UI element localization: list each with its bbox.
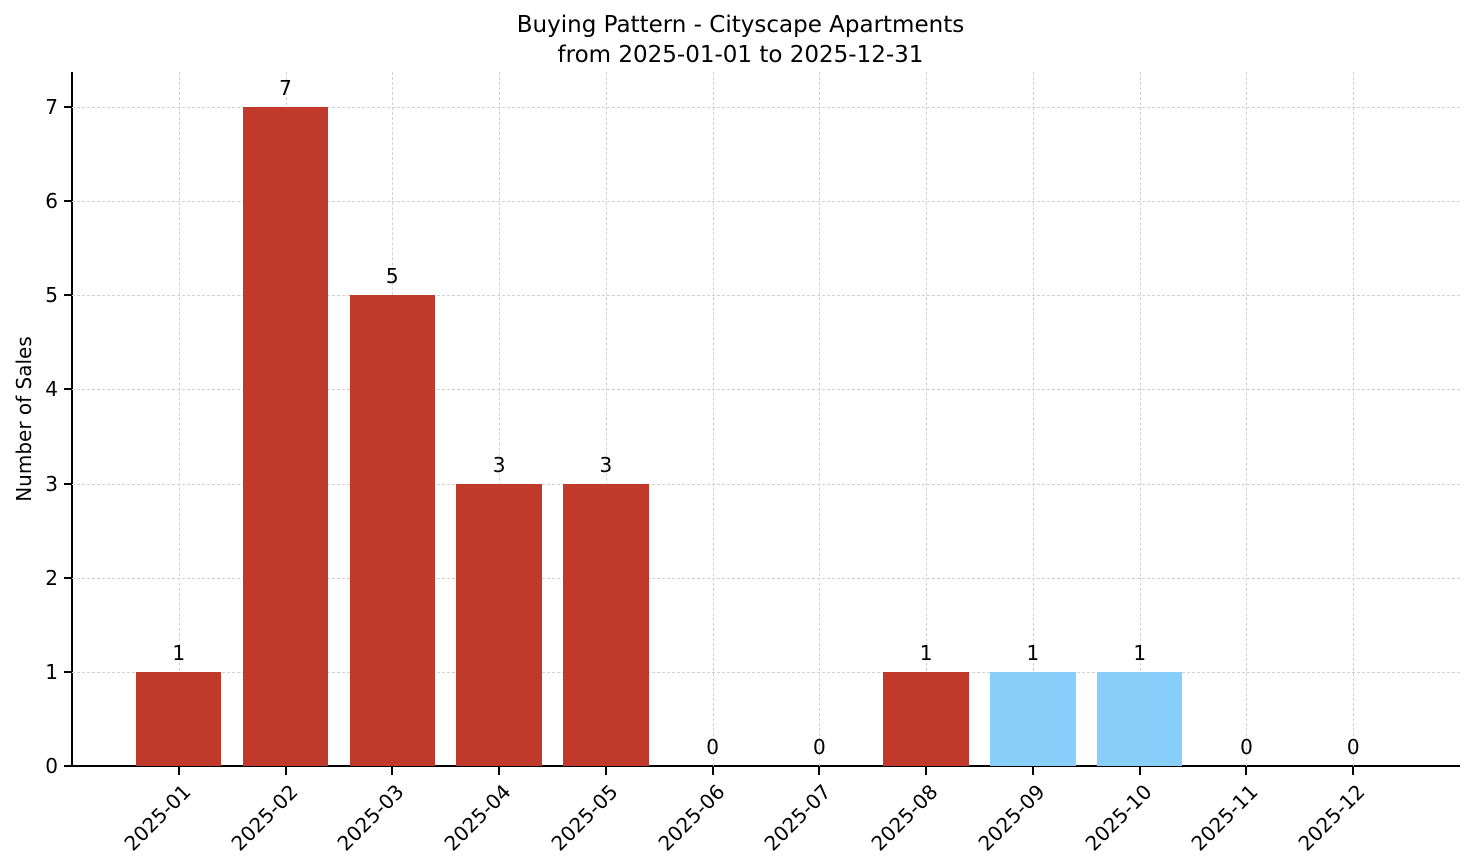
- y-gridline: [72, 577, 1460, 579]
- bar-value-label: 1: [919, 640, 933, 665]
- y-tick-label: 1: [45, 659, 58, 684]
- x-tick-label: 2025-03: [332, 779, 409, 856]
- y-gridline: [72, 106, 1460, 108]
- y-tick-label: 2: [45, 565, 58, 590]
- x-tick-label: 2025-10: [1080, 779, 1157, 856]
- x-tick-label: 2025-08: [866, 779, 943, 856]
- y-tick-label: 7: [45, 94, 58, 119]
- x-gridline: [1139, 72, 1141, 766]
- bar-value-label: 5: [385, 264, 399, 289]
- x-tick-mark: [498, 766, 501, 775]
- x-tick-mark: [604, 766, 607, 775]
- x-tick-label: 2025-07: [759, 779, 836, 856]
- x-tick-label: 2025-05: [546, 779, 623, 856]
- x-tick-label: 2025-09: [973, 779, 1050, 856]
- x-gridline: [819, 72, 821, 766]
- bar-value-label: 0: [706, 735, 719, 759]
- y-tick-label: 3: [45, 471, 58, 496]
- y-tick-label: 6: [45, 189, 58, 213]
- y-gridline: [72, 483, 1460, 485]
- bar-value-label: 7: [279, 75, 292, 100]
- bar: [1096, 671, 1183, 766]
- y-tick-mark: [64, 105, 72, 108]
- x-tick-label: 2025-04: [439, 779, 516, 856]
- y-tick-mark: [64, 388, 72, 391]
- x-tick-mark: [711, 766, 714, 775]
- x-tick-mark: [1245, 766, 1248, 775]
- x-gridline: [499, 72, 501, 766]
- x-tick-mark: [391, 766, 394, 775]
- y-tick-mark: [64, 670, 72, 673]
- x-tick-mark: [177, 766, 180, 775]
- bar-value-label: 1: [1026, 640, 1040, 665]
- y-axis-spine: [71, 72, 73, 767]
- x-tick-label: 2025-01: [119, 779, 196, 856]
- y-gridline: [72, 671, 1460, 673]
- y-tick-label: 5: [45, 283, 58, 308]
- y-tick-mark: [64, 576, 72, 579]
- x-tick-label: 2025-11: [1186, 779, 1263, 856]
- y-gridline: [72, 201, 1460, 202]
- x-tick-label: 2025-06: [653, 779, 730, 856]
- y-gridline: [72, 295, 1460, 297]
- x-gridline: [712, 72, 714, 766]
- bar: [456, 483, 542, 766]
- x-gridline: [605, 72, 607, 766]
- bar-value-label: 1: [172, 640, 186, 665]
- x-tick-mark: [1138, 766, 1141, 775]
- x-tick-mark: [818, 766, 821, 775]
- y-tick-mark: [64, 765, 72, 767]
- x-tick-mark: [1352, 766, 1355, 775]
- x-tick-mark: [925, 766, 928, 775]
- bar: [563, 483, 649, 766]
- x-tick-label: 2025-02: [225, 779, 303, 856]
- bar-value-label: 3: [492, 452, 506, 477]
- bar: [883, 671, 969, 766]
- bar: [990, 671, 1076, 766]
- x-gridline: [1353, 72, 1355, 766]
- chart-title-line2: from 2025-01-01 to 2025-12-31: [557, 42, 924, 69]
- y-tick-label: 0: [45, 754, 58, 778]
- y-tick-mark: [64, 482, 72, 485]
- x-gridline: [1032, 72, 1034, 766]
- x-axis-spine: [71, 765, 1460, 767]
- x-tick-label: 2025-12: [1293, 779, 1370, 856]
- x-tick-mark: [1031, 766, 1034, 775]
- y-tick-mark: [64, 200, 72, 202]
- bar-value-label: 0: [1240, 735, 1253, 759]
- bar: [136, 671, 222, 766]
- y-gridline: [72, 389, 1460, 391]
- y-tick-label: 4: [45, 377, 58, 402]
- x-gridline: [926, 72, 928, 766]
- x-gridline: [178, 72, 180, 766]
- bar: [242, 106, 329, 766]
- y-tick-mark: [64, 294, 72, 297]
- bar-value-label: 1: [1133, 640, 1147, 665]
- bar-value-label: 3: [599, 452, 613, 477]
- bar: [349, 295, 435, 766]
- plot-area: 0 1 2 3 4 5 6 7 2025-01 2025-02 2025-03 2025-04 2025…: [45, 72, 1460, 856]
- bar-value-label: 0: [1346, 735, 1360, 759]
- bar-value-label: 0: [813, 735, 826, 759]
- x-tick-mark: [284, 766, 287, 775]
- x-gridline: [1246, 72, 1248, 766]
- chart-title: Buying Pattern - Cityscape Apartments fr…: [0, 10, 1481, 71]
- chart-title-line1: Buying Pattern - Cityscape Apartments: [516, 12, 965, 38]
